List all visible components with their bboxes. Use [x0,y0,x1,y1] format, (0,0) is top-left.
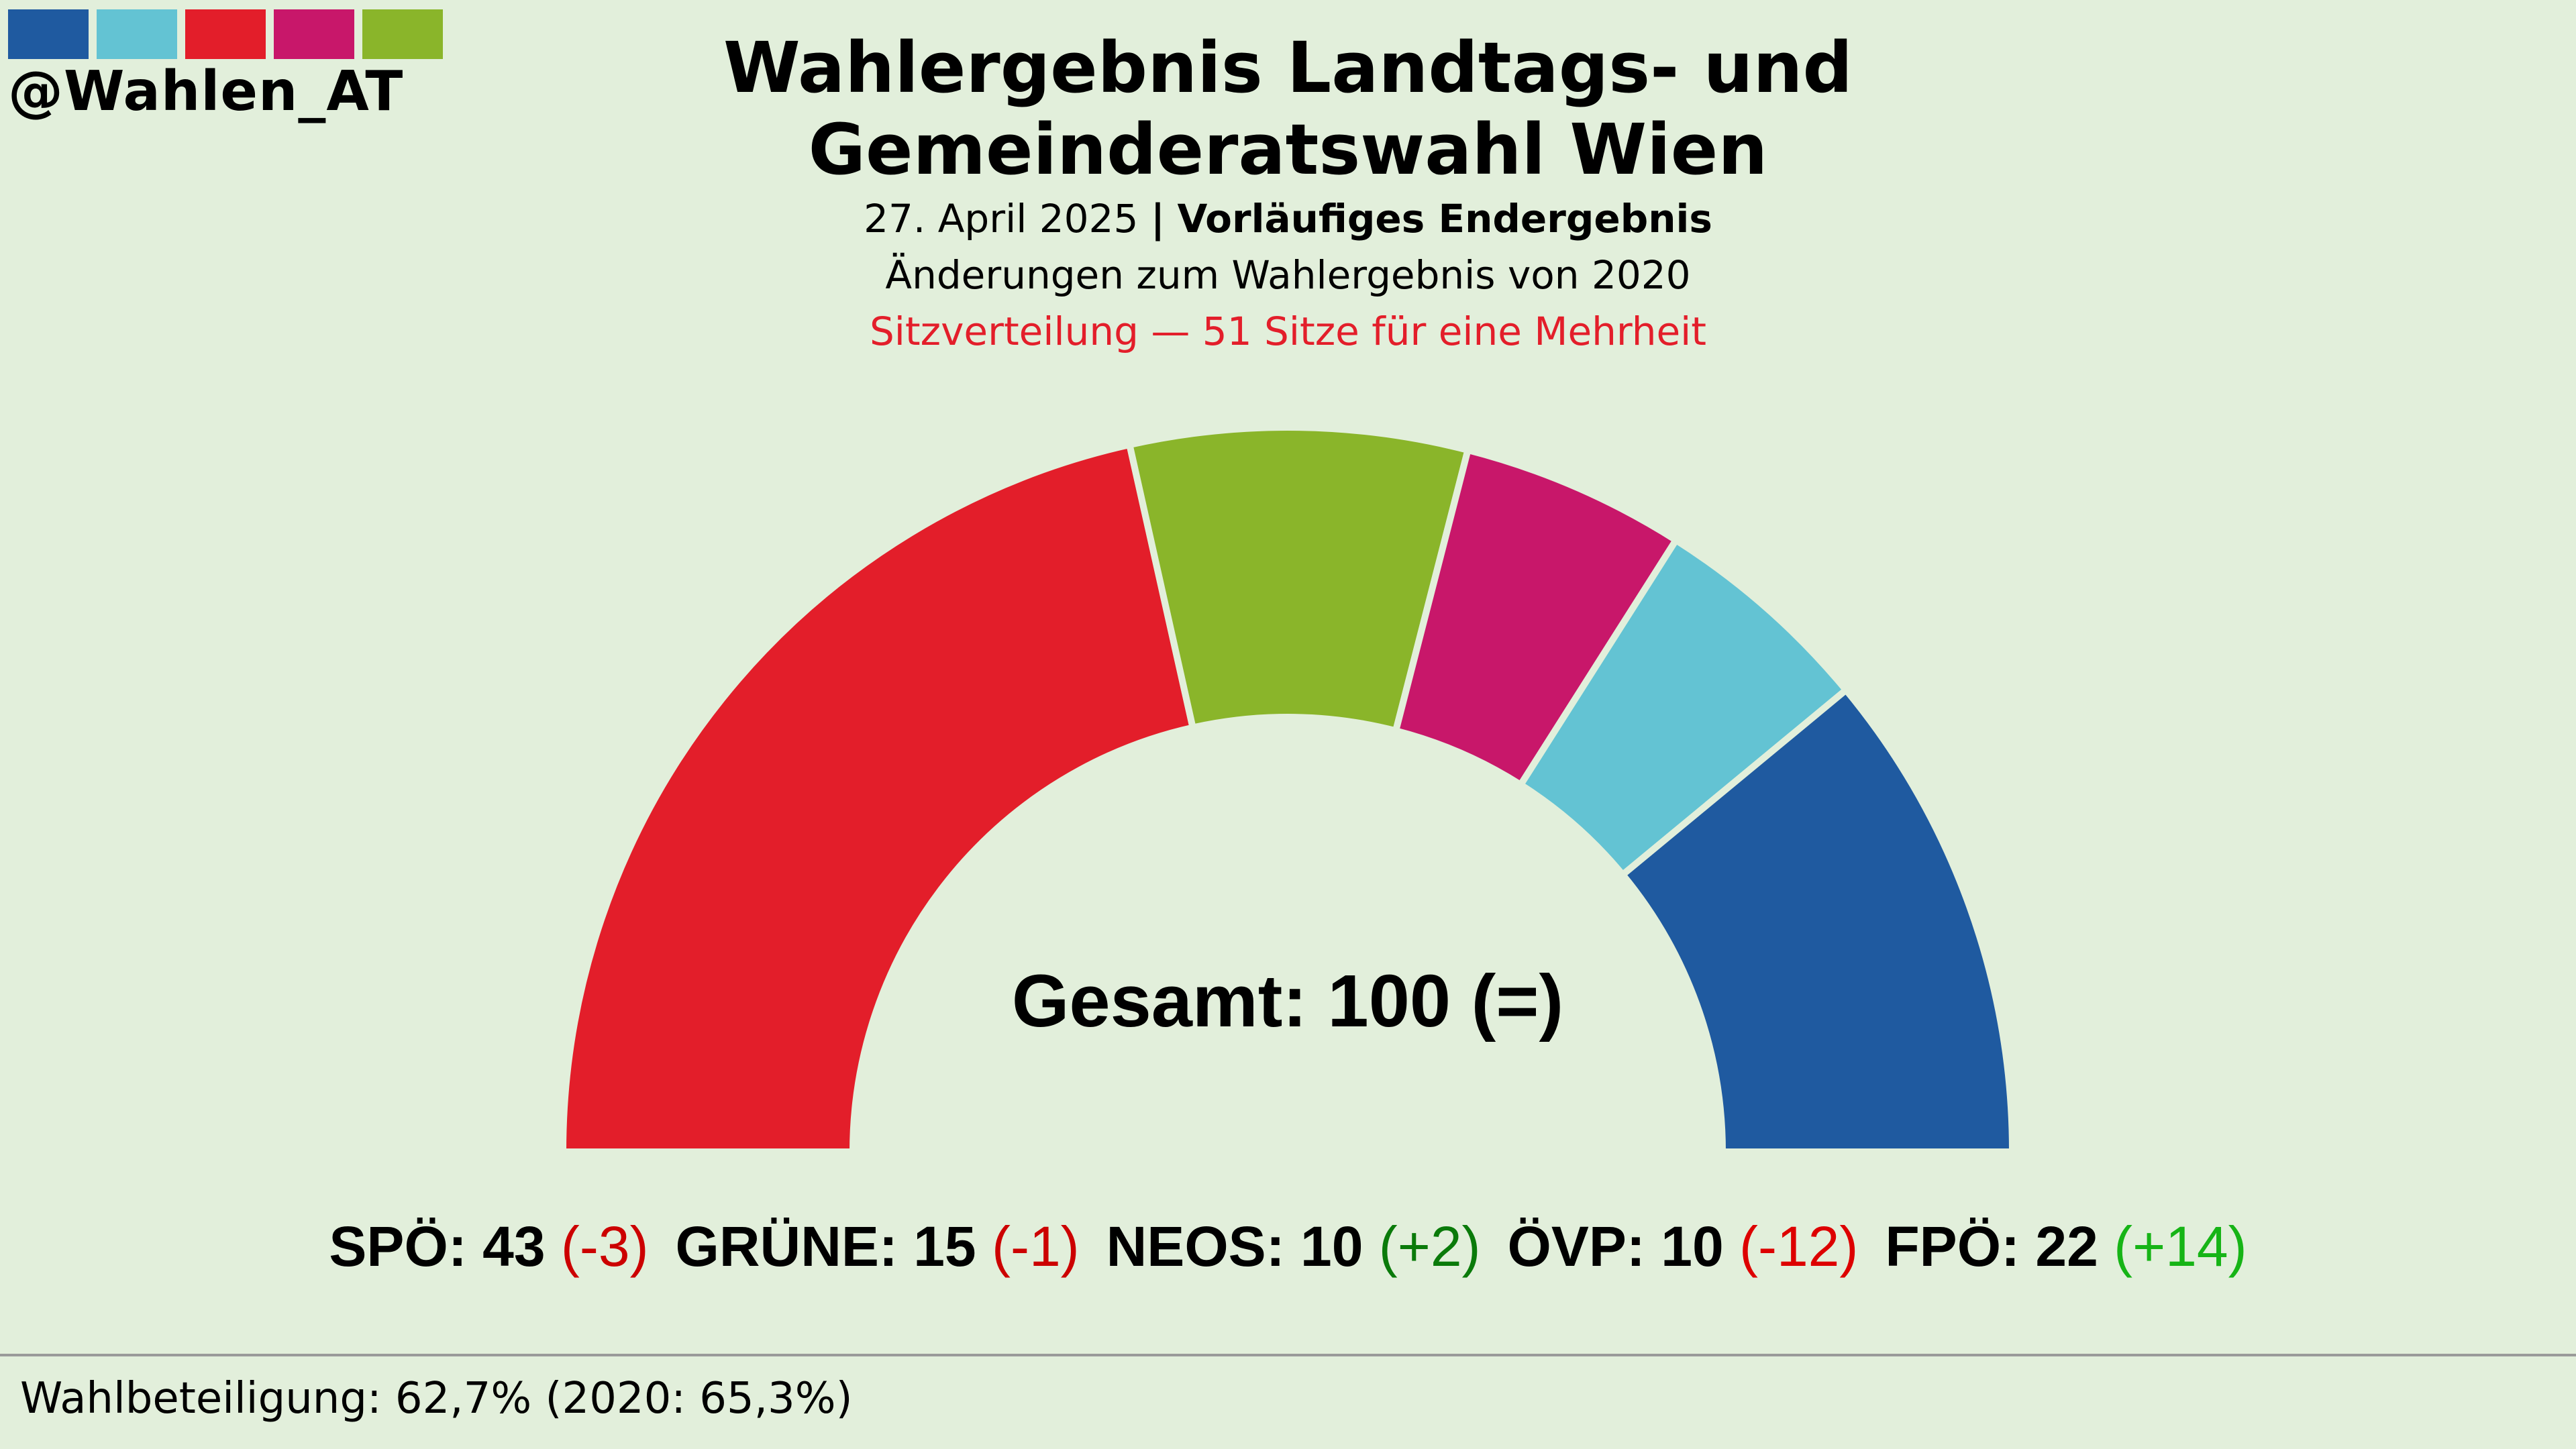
election-date: 27. April 2025 [864,196,1139,241]
legend-party-name: FPÖ [1885,1215,2002,1278]
date-line: 27. April 2025 | Vorläufiges Endergebnis [0,191,2576,247]
brand-swatch [274,9,354,59]
brand-swatch [97,9,177,59]
chart-header: Wahlergebnis Landtags- und Gemeinderatsw… [0,27,2576,360]
legend-seat-change: (+14) [2114,1215,2247,1278]
result-status: Vorläufiges Endergebnis [1177,196,1712,241]
legend-party-name: SPÖ [329,1215,448,1278]
legend-seat-count: 10 [1661,1215,1724,1278]
seat-segments [559,424,2016,1155]
legend-seat-change: (-12) [1739,1215,1859,1278]
chart-title: Wahlergebnis Landtags- und Gemeinderatsw… [0,27,2576,191]
brand-swatch [362,9,443,59]
title-line-1: Wahlergebnis Landtags- und [723,27,1853,109]
turnout-footer: Wahlbeteiligung: 62,7% (2020: 65,3%) [20,1374,853,1424]
total-seats-label: Gesamt: 100 (=) [1012,960,1563,1042]
brand-color-swatches [8,9,443,59]
brand-swatch [8,9,89,59]
brand-swatch [185,9,266,59]
seat-note: Sitzverteilung — 51 Sitze für eine Mehrh… [869,309,1707,354]
legend-item: SPÖ: 43 (-3) [329,1215,649,1278]
legend-party-name: NEOS [1106,1215,1266,1278]
legend-item: FPÖ: 22 (+14) [1885,1215,2247,1278]
seat-segment-spö [559,441,1197,1155]
legend-item: ÖVP: 10 (-12) [1507,1215,1859,1278]
legend-seat-change: (+2) [1378,1215,1481,1278]
brand: @Wahlen_AT [8,9,443,119]
legend-party-name: ÖVP [1507,1215,1627,1278]
party-legend: SPÖ: 43 (-3) GRÜNE: 15 (-1) NEOS: 10 (+2) Ö… [0,1214,2576,1279]
brand-handle: @Wahlen_AT [8,60,404,123]
legend-seat-count: 10 [1300,1215,1363,1278]
legend-seat-change: (-3) [560,1215,649,1278]
footer-divider [0,1354,2576,1356]
legend-party-name: GRÜNE [675,1215,879,1278]
legend-seat-count: 15 [913,1215,976,1278]
date-separator: | [1150,196,1165,241]
changes-note: Änderungen zum Wahlergebnis von 2020 [885,252,1691,298]
legend-seat-change: (-1) [992,1215,1080,1278]
legend-item: NEOS: 10 (+2) [1106,1215,1481,1278]
legend-seat-count: 22 [2035,1215,2098,1278]
seat-segment-fpö [1618,685,2016,1155]
legend-seat-count: 43 [482,1215,546,1278]
legend-item: GRÜNE: 15 (-1) [675,1215,1080,1278]
title-line-2: Gemeinderatswahl Wien [808,109,1768,191]
